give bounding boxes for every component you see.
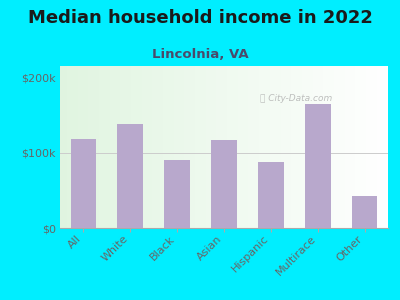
Text: Lincolnia, VA: Lincolnia, VA xyxy=(152,48,248,61)
Bar xyxy=(164,160,190,228)
Bar xyxy=(258,162,284,228)
Bar xyxy=(305,104,330,228)
Bar xyxy=(118,124,143,228)
Text: Median household income in 2022: Median household income in 2022 xyxy=(28,9,372,27)
Text: ⓘ City-Data.com: ⓘ City-Data.com xyxy=(260,94,332,103)
Bar xyxy=(70,139,96,228)
Bar xyxy=(211,140,237,228)
Bar xyxy=(352,196,378,228)
